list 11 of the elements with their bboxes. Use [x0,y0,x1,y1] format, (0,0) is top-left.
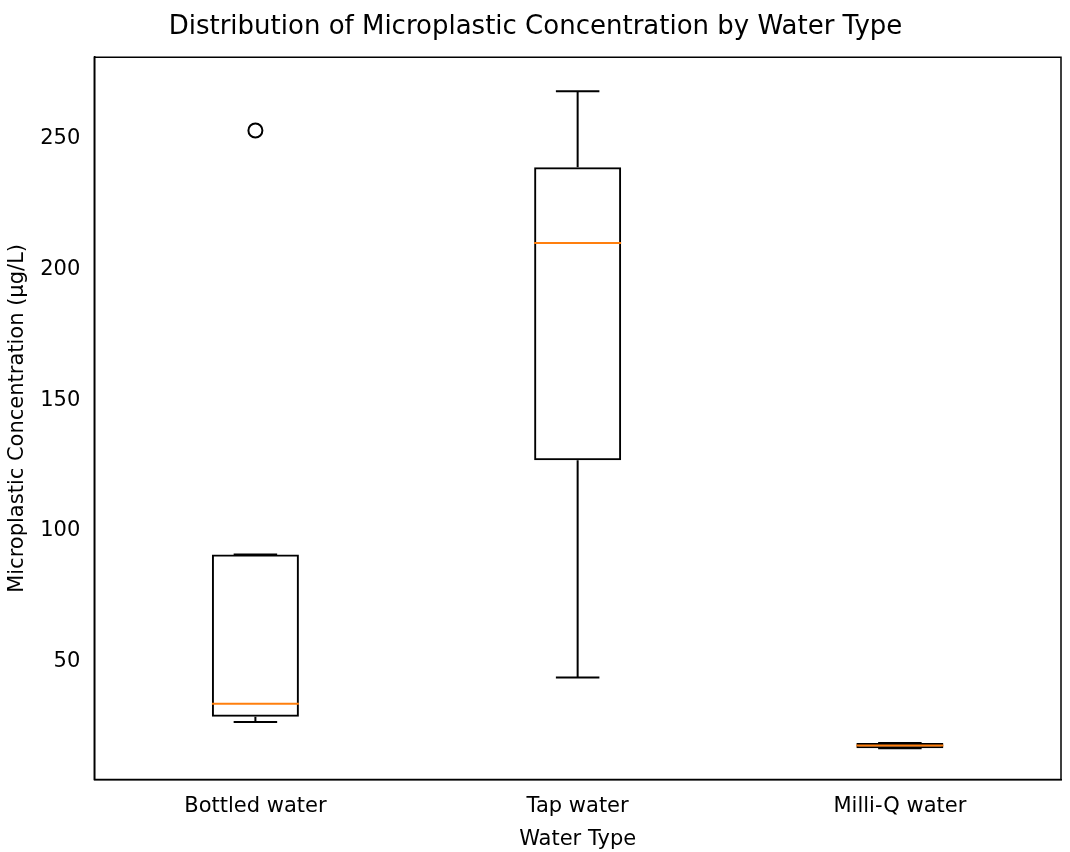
y-tick-label: 150 [40,386,81,411]
y-tick-label: 50 [53,648,81,673]
x-tick-label: Tap water [525,792,630,817]
y-tick-label: 250 [40,124,81,149]
chart-title: Distribution of Microplastic Concentration by Water Type [168,10,903,41]
y-axis-title: Microplastic Concentration (µg/L) [4,243,29,593]
y-tick-label: 200 [40,255,81,280]
x-axis-title: Water Type [519,825,637,850]
x-tick-label: Milli-Q water [833,792,967,817]
y-tick-label: 100 [40,517,81,542]
x-tick-label: Bottled water [184,792,327,817]
